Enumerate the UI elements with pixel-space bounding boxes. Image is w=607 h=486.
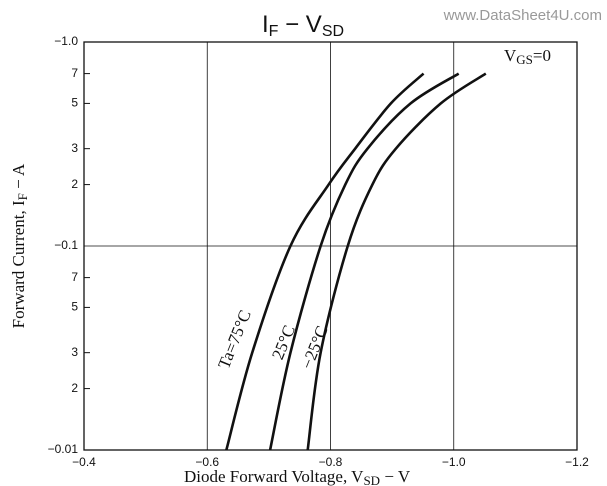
x-label-part: SD (363, 473, 380, 486)
x-tick-label: −1.2 (565, 455, 589, 469)
y-label-part: Forward Current, I (9, 200, 28, 328)
chart-title: IF − VSD (262, 11, 344, 40)
x-label-part: Diode Forward Voltage, V (184, 467, 364, 486)
y-tick-label: 5 (71, 96, 78, 110)
condition: VGS=0 (504, 46, 551, 67)
condition-part: V (504, 46, 517, 65)
title-part: F (269, 23, 279, 40)
curve (268, 72, 460, 451)
watermark: www.DataSheet4U.com (443, 7, 602, 24)
x-tick-label: −0.4 (72, 455, 96, 469)
curve (306, 72, 487, 451)
y-label-part: − A (9, 163, 28, 193)
condition-part: =0 (533, 46, 551, 65)
y-tick-label: 7 (71, 270, 78, 284)
y-axis-title: Forward Current, IF − A (9, 163, 30, 328)
title-part: − V (278, 11, 321, 38)
title-part: SD (322, 23, 344, 40)
y-tick-label: 2 (71, 381, 78, 395)
y-tick-label: 3 (71, 141, 78, 155)
y-tick-label: 2 (71, 177, 78, 191)
y-tick-label: 7 (71, 66, 78, 80)
y-tick-label: −0.01 (48, 442, 79, 456)
series-label: −25°C (297, 323, 331, 372)
y-tick-label: 5 (71, 300, 78, 314)
x-tick-label: −1.0 (442, 455, 466, 469)
y-tick-label: −0.1 (54, 238, 78, 252)
x-tick-label: −0.8 (319, 455, 343, 469)
curve (225, 72, 425, 451)
x-axis-title: Diode Forward Voltage, VSD − V (184, 467, 411, 486)
condition-part: GS (516, 52, 533, 67)
y-tick-label: 3 (71, 345, 78, 359)
y-tick-label: −1.0 (54, 34, 78, 48)
title-part: I (262, 11, 269, 38)
y-label-part: F (15, 193, 30, 200)
x-label-part: − V (380, 467, 411, 486)
x-tick-label: −0.6 (195, 455, 219, 469)
